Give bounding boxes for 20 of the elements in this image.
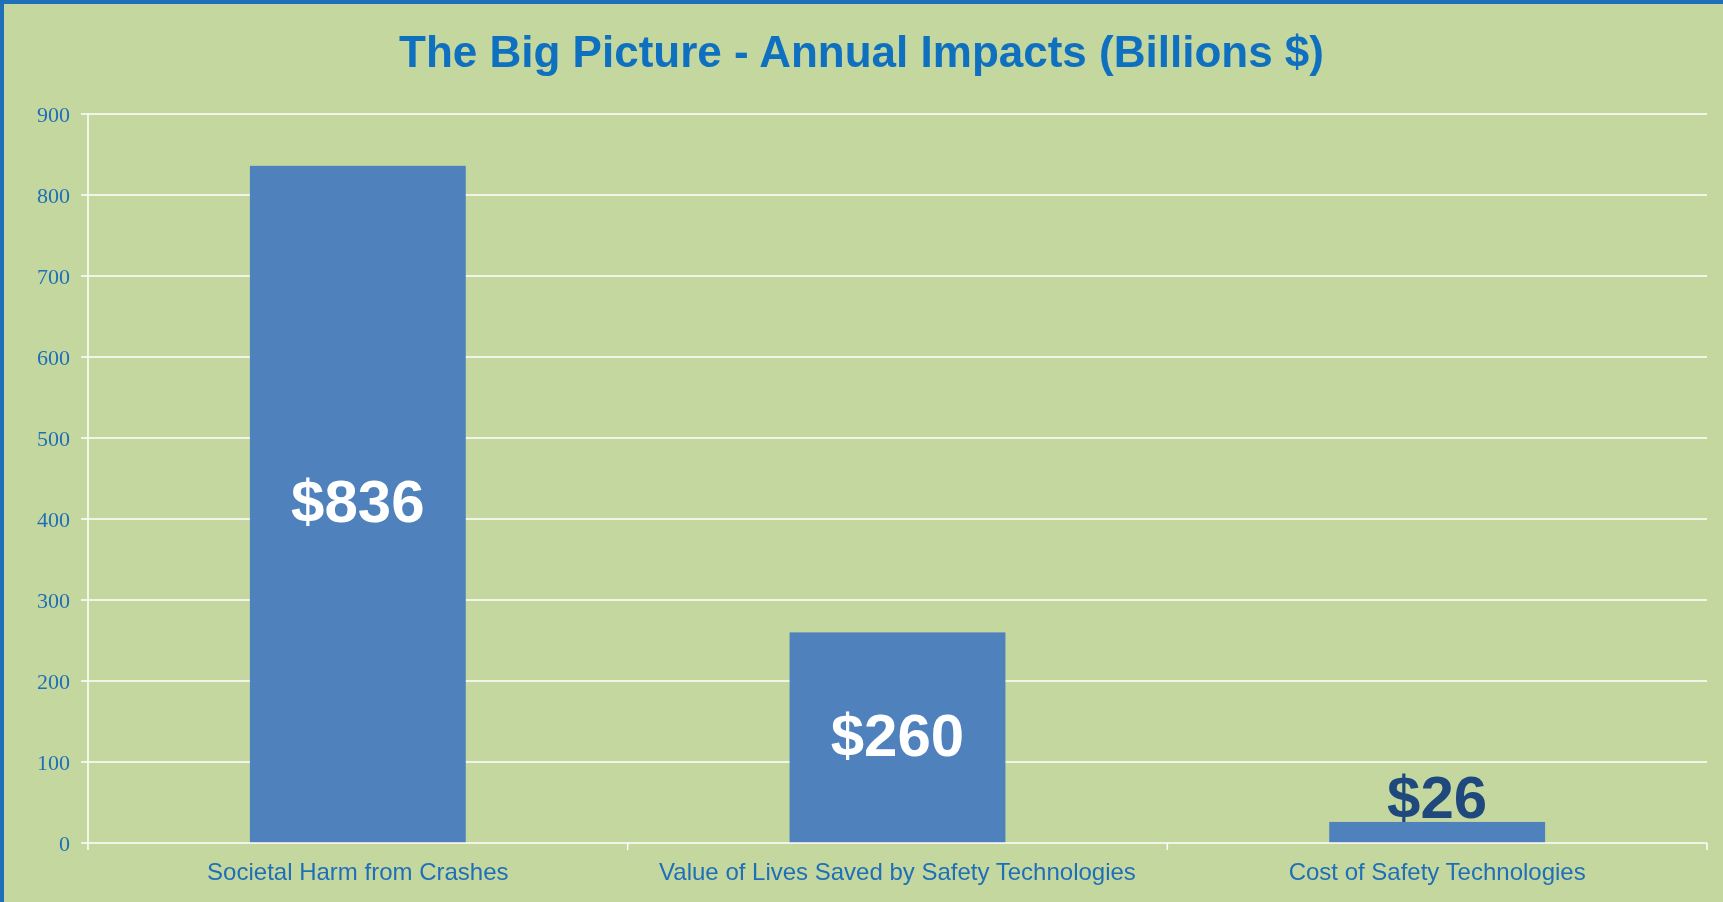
bar: [1329, 821, 1546, 843]
x-tick-label: Value of Lives Saved by Safety Technologies: [659, 858, 1136, 885]
bar: [249, 165, 466, 843]
bar: [789, 632, 1006, 843]
y-tick-label: 700: [37, 263, 70, 289]
y-tick-label: 200: [37, 668, 70, 694]
y-tick-label: 400: [37, 506, 70, 532]
data-label: $836: [291, 468, 425, 536]
y-tick-label: 100: [37, 749, 70, 775]
x-tick-label: Cost of Safety Technologies: [1288, 858, 1586, 885]
y-tick-label: 0: [59, 830, 70, 856]
data-label: $260: [830, 701, 965, 769]
x-tick-label: Societal Harm from Crashes: [207, 858, 509, 885]
y-tick-label: 900: [37, 101, 70, 127]
y-tick-label: 800: [37, 182, 70, 208]
data-label: $26: [1387, 763, 1488, 831]
y-tick-label: 500: [37, 425, 70, 451]
y-tick-label: 600: [37, 344, 70, 370]
chart-title: The Big Picture - Annual Impacts (Billions $): [399, 27, 1324, 76]
y-tick-label: 300: [37, 587, 70, 613]
